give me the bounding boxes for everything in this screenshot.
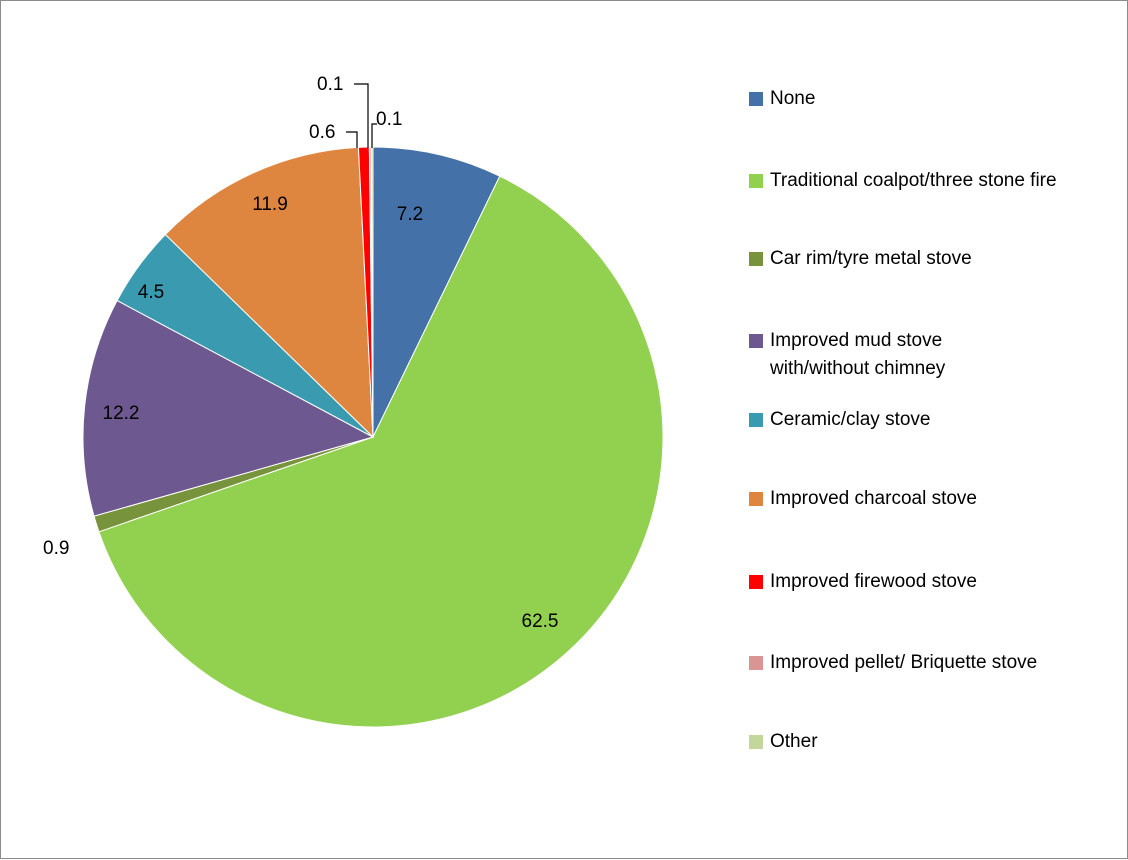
legend-item-improved-pellet-stove: Improved pellet/ Briquette stove xyxy=(749,649,1090,677)
data-label-8: 0.1 xyxy=(376,109,402,130)
legend-item-none: None xyxy=(749,85,1110,113)
data-label-2: 0.9 xyxy=(43,538,69,559)
legend-label: None xyxy=(770,88,816,109)
legend-swatch xyxy=(749,252,763,266)
legend-label: Improved mud stove with/without chimney xyxy=(770,330,946,379)
legend-swatch xyxy=(749,735,763,749)
legend-label: Car rim/tyre metal stove xyxy=(770,248,972,269)
data-label-5: 11.9 xyxy=(252,194,288,215)
legend-label: Improved firewood stove xyxy=(770,571,977,592)
legend-swatch xyxy=(749,174,763,188)
legend-item-ceramic-clay-stove: Ceramic/clay stove xyxy=(749,406,1110,434)
data-label-7: 0.1 xyxy=(317,74,343,95)
legend-swatch xyxy=(749,92,763,106)
legend-swatch xyxy=(749,575,763,589)
legend-item-improved-firewood-stove: Improved firewood stove xyxy=(749,568,1110,596)
pie-slice-5 xyxy=(164,146,374,439)
legend-swatch xyxy=(749,492,763,506)
pie-slice-0 xyxy=(372,146,501,438)
legend-item-traditional-coalpot: Traditional coalpot/three stone fire xyxy=(749,167,1115,195)
pie-slice-3 xyxy=(82,299,375,517)
leader-line-2 xyxy=(371,123,377,148)
legend-label: Traditional coalpot/three stone fire xyxy=(770,170,1057,191)
data-label-1: 62.5 xyxy=(522,611,559,632)
leader-line-0 xyxy=(346,131,358,148)
legend-item-other: Other xyxy=(749,728,1110,756)
legend-label: Other xyxy=(770,731,818,752)
legend-swatch xyxy=(749,334,763,348)
data-label-3: 12.2 xyxy=(103,403,140,424)
legend-item-improved-mud-stove: Improved mud stove with/without chimney xyxy=(749,327,1040,383)
legend-item-improved-charcoal-stove: Improved charcoal stove xyxy=(749,485,1110,513)
legend-item-car-rim-stove: Car rim/tyre metal stove xyxy=(749,245,1110,273)
data-label-0: 7.2 xyxy=(397,204,423,225)
legend-label: Improved pellet/ Briquette stove xyxy=(770,652,1038,673)
leader-line-1 xyxy=(354,83,369,148)
legend: None Traditional coalpot/three stone fir… xyxy=(749,1,1121,860)
pie-slice-1 xyxy=(98,175,664,728)
data-label-4: 4.5 xyxy=(138,282,164,303)
data-label-6: 0.6 xyxy=(309,122,335,143)
legend-swatch xyxy=(749,413,763,427)
legend-label: Improved charcoal stove xyxy=(770,488,977,509)
legend-label: Ceramic/clay stove xyxy=(770,409,931,430)
legend-swatch xyxy=(749,656,763,670)
